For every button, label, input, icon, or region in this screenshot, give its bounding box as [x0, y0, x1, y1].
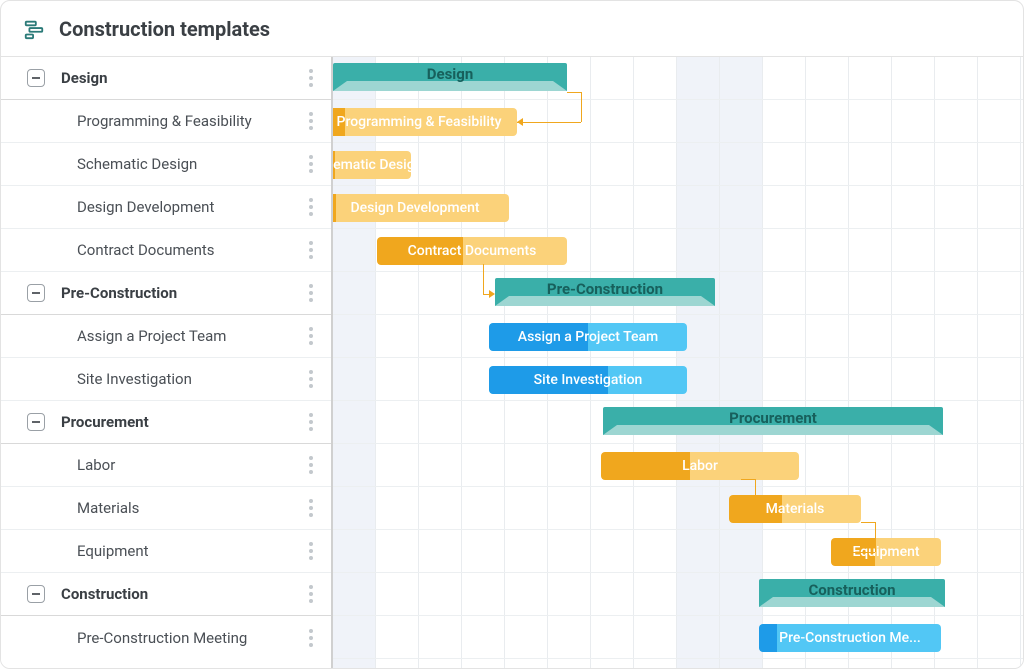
task-bar[interactable]: Labor [601, 452, 799, 480]
task-bar[interactable]: Materials [729, 495, 861, 523]
group-bar[interactable]: Procurement [603, 407, 943, 431]
collapse-button[interactable] [27, 69, 45, 87]
timeline-row: Materials [333, 487, 1023, 530]
task-label: Site Investigation [77, 370, 192, 388]
page-title: Construction templates [59, 17, 270, 41]
group-row[interactable]: Pre-Construction [1, 272, 331, 315]
task-bar-label: Contract Documents [408, 243, 537, 259]
task-label: Materials [77, 499, 139, 517]
timeline-row: Contract Documents [333, 229, 1023, 272]
task-row[interactable]: Contract Documents [1, 229, 331, 272]
group-label: Procurement [61, 413, 149, 431]
task-label: Pre-Construction Meeting [77, 629, 247, 647]
task-row[interactable]: Design Development [1, 186, 331, 229]
task-row[interactable]: Site Investigation [1, 358, 331, 401]
more-icon[interactable] [301, 530, 321, 572]
more-icon[interactable] [301, 487, 321, 529]
task-bar[interactable]: Equipment [831, 538, 941, 566]
timeline-row: Equipment [333, 530, 1023, 573]
gantt-app: Construction templates Design Programming… [0, 0, 1024, 669]
task-progress [759, 624, 777, 652]
task-progress [601, 452, 690, 480]
more-icon[interactable] [301, 358, 321, 400]
task-row[interactable]: Pre-Construction Meeting [1, 616, 331, 659]
task-bar-label: Assign a Project Team [518, 329, 658, 345]
task-row[interactable]: Schematic Design [1, 143, 331, 186]
more-icon[interactable] [301, 186, 321, 228]
more-icon[interactable] [301, 401, 321, 443]
more-icon[interactable] [301, 143, 321, 185]
more-icon[interactable] [301, 573, 321, 615]
task-bar[interactable]: Pre-Construction Me... [759, 624, 941, 652]
group-label: Pre-Construction [61, 284, 177, 302]
collapse-button[interactable] [27, 284, 45, 302]
task-row[interactable]: Equipment [1, 530, 331, 573]
group-bar[interactable]: Design [333, 63, 567, 87]
group-bar-label: Pre-Construction [547, 280, 663, 298]
gantt-icon [23, 18, 45, 40]
task-bar-label: Pre-Construction Me... [779, 630, 921, 646]
task-bar-label: Equipment [852, 544, 919, 560]
task-bar[interactable]: Schematic Design [333, 151, 411, 179]
timeline-row: Assign a Project Team [333, 315, 1023, 358]
task-bar-label: Site Investigation [534, 372, 643, 388]
more-icon[interactable] [301, 444, 321, 486]
group-bar[interactable]: Pre-Construction [495, 278, 715, 302]
timeline-row: Programming & Feasibility [333, 100, 1023, 143]
timeline-row: Procurement [333, 401, 1023, 444]
group-label: Design [61, 69, 108, 87]
header: Construction templates [1, 1, 1023, 57]
more-icon[interactable] [301, 616, 321, 659]
task-row[interactable]: Labor [1, 444, 331, 487]
timeline-row: Construction [333, 573, 1023, 616]
timeline-row: Design Development [333, 186, 1023, 229]
task-bar-label: Materials [766, 501, 825, 517]
timeline-panel[interactable]: Design Programming & Feasibility Schematic… [333, 57, 1023, 668]
task-label: Equipment [77, 542, 149, 560]
collapse-button[interactable] [27, 585, 45, 603]
body: Design Programming & Feasibility Schematic… [1, 57, 1023, 668]
task-list-panel: Design Programming & Feasibility Schematic… [1, 57, 333, 668]
more-icon[interactable] [301, 57, 321, 99]
task-progress [333, 194, 336, 222]
task-bar-label: Labor [682, 458, 718, 474]
more-icon[interactable] [301, 229, 321, 271]
task-bar[interactable]: Contract Documents [377, 237, 567, 265]
more-icon[interactable] [301, 272, 321, 314]
task-bar-label: Programming & Feasibility [337, 114, 502, 130]
group-label: Construction [61, 585, 148, 603]
task-bar[interactable]: Programming & Feasibility [333, 108, 517, 136]
task-bar-label: Schematic Design [333, 157, 411, 173]
group-row[interactable]: Procurement [1, 401, 331, 444]
task-label: Assign a Project Team [77, 327, 226, 345]
timeline-row: Pre-Construction [333, 272, 1023, 315]
group-bar-label: Design [427, 65, 474, 83]
task-row[interactable]: Programming & Feasibility [1, 100, 331, 143]
group-row[interactable]: Design [1, 57, 331, 100]
timeline-row: Schematic Design [333, 143, 1023, 186]
group-bar-label: Procurement [729, 409, 817, 427]
collapse-button[interactable] [27, 413, 45, 431]
timeline-row: Site Investigation [333, 358, 1023, 401]
group-bar-label: Construction [808, 581, 895, 599]
timeline-row: Labor [333, 444, 1023, 487]
group-bar[interactable]: Construction [759, 579, 945, 603]
task-bar[interactable]: Site Investigation [489, 366, 687, 394]
task-label: Design Development [77, 198, 214, 216]
task-label: Labor [77, 456, 115, 474]
timeline-row: Design [333, 57, 1023, 100]
task-row[interactable]: Materials [1, 487, 331, 530]
task-row[interactable]: Assign a Project Team [1, 315, 331, 358]
task-label: Schematic Design [77, 155, 197, 173]
task-bar[interactable]: Design Development [333, 194, 509, 222]
task-bar-label: Design Development [350, 200, 479, 216]
timeline-row: Pre-Construction Me... [333, 616, 1023, 659]
more-icon[interactable] [301, 315, 321, 357]
task-label: Contract Documents [77, 241, 215, 259]
more-icon[interactable] [301, 100, 321, 142]
group-row[interactable]: Construction [1, 573, 331, 616]
task-label: Programming & Feasibility [77, 112, 252, 130]
task-bar[interactable]: Assign a Project Team [489, 323, 687, 351]
